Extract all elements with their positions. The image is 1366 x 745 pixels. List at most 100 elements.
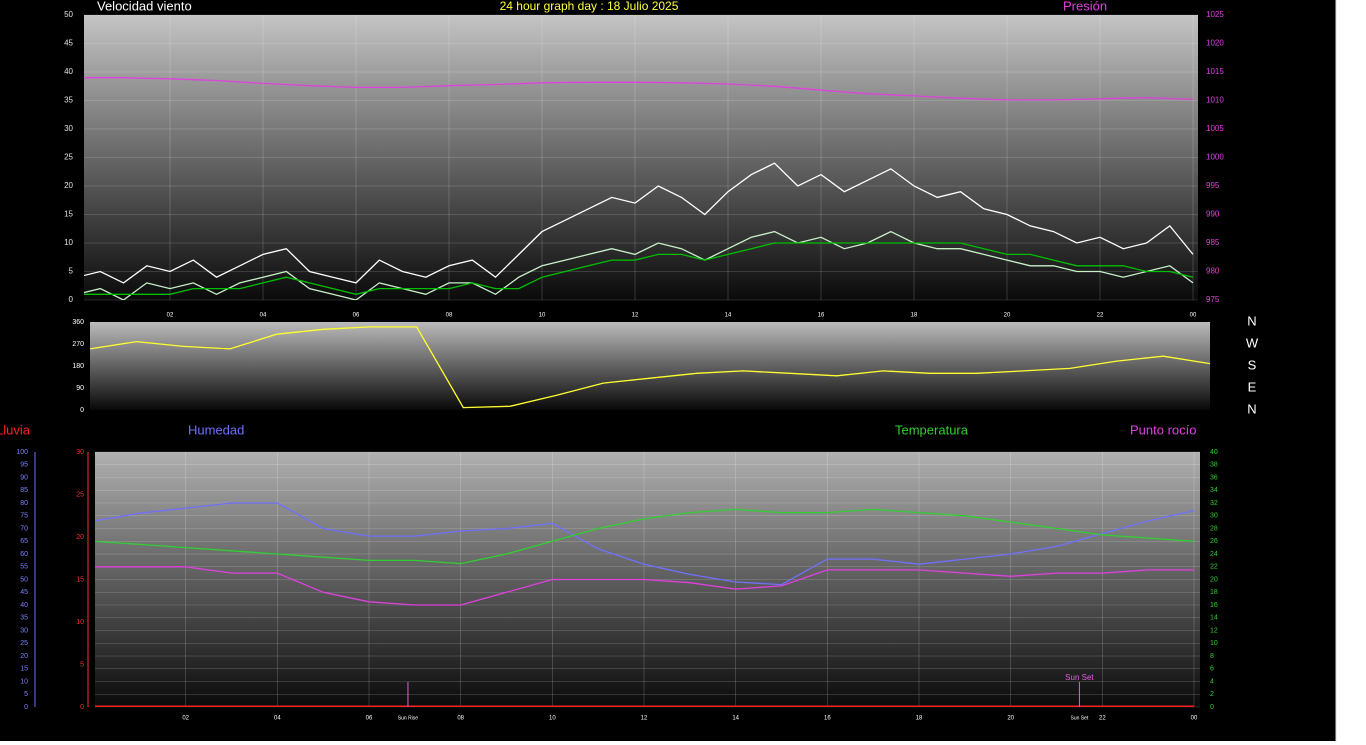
y-tick-label: 85 bbox=[20, 487, 28, 494]
y2-tick-label: 18 bbox=[1210, 589, 1218, 596]
y2-tick-label: 32 bbox=[1210, 500, 1218, 507]
y2-tick-label: 24 bbox=[1210, 551, 1218, 558]
y2-tick-label: N bbox=[1247, 401, 1256, 416]
x-tick-label: 04 bbox=[274, 716, 281, 722]
y-tick-label: 45 bbox=[20, 589, 28, 596]
series-line bbox=[84, 242, 1194, 295]
y3-tick-label: 15 bbox=[76, 576, 84, 583]
x-tick-label: 16 bbox=[824, 716, 831, 722]
y2-tick-label: 2 bbox=[1210, 691, 1214, 698]
y-tick-label: 180 bbox=[72, 363, 84, 370]
y2-tick-label: 980 bbox=[1206, 267, 1220, 276]
y2-tick-label: 10 bbox=[1210, 640, 1218, 647]
y-tick-label: 75 bbox=[20, 513, 28, 520]
y-tick-label: 90 bbox=[20, 474, 28, 481]
y-tick-label: 5 bbox=[69, 267, 74, 276]
series-line bbox=[95, 508, 1195, 565]
y-tick-label: 55 bbox=[20, 564, 28, 571]
y-tick-label: 40 bbox=[64, 67, 73, 76]
y-tick-label: 70 bbox=[20, 525, 28, 532]
series-line bbox=[95, 566, 1194, 606]
y-tick-label: 270 bbox=[72, 341, 84, 348]
y2-tick-label: 1010 bbox=[1206, 96, 1224, 105]
x-tick-label: 14 bbox=[725, 313, 732, 319]
y-tick-label: 0 bbox=[69, 295, 74, 304]
y-tick-label: 25 bbox=[20, 640, 28, 647]
y2-tick-label: 985 bbox=[1206, 238, 1220, 247]
y2-tick-label: 995 bbox=[1206, 181, 1220, 190]
y2-tick-label: 20 bbox=[1210, 576, 1218, 583]
y-tick-label: 35 bbox=[20, 615, 28, 622]
y2-tick-label: S bbox=[1248, 357, 1257, 372]
x-tick-label: 02 bbox=[182, 716, 189, 722]
y-tick-label: 10 bbox=[20, 678, 28, 685]
y2-tick-label: 28 bbox=[1210, 525, 1218, 532]
y2-tick-label: 1025 bbox=[1206, 10, 1224, 19]
series-line bbox=[84, 77, 1194, 101]
y-tick-label: 65 bbox=[20, 538, 28, 545]
y-tick-label: 80 bbox=[20, 500, 28, 507]
x-tick-label: 04 bbox=[260, 313, 267, 319]
y2-tick-label: 1000 bbox=[1206, 153, 1224, 162]
y2-tick-label: 8 bbox=[1210, 653, 1214, 660]
x-tick-label: 06 bbox=[353, 313, 360, 319]
sun-label: Sun Set bbox=[1071, 715, 1089, 721]
x-tick-label: 10 bbox=[549, 716, 556, 722]
y2-tick-label: 1020 bbox=[1206, 39, 1224, 48]
y2-tick-label: 36 bbox=[1210, 474, 1218, 481]
wind-label: Velocidad viento bbox=[97, 0, 192, 13]
x-tick-label: 22 bbox=[1097, 313, 1104, 319]
legend-rain: Lluvia bbox=[0, 422, 31, 437]
x-tick-label: 12 bbox=[632, 313, 639, 319]
sun-label-top: Sun Set bbox=[1065, 673, 1094, 682]
series-line bbox=[84, 162, 1194, 284]
x-tick-label: 20 bbox=[1007, 716, 1014, 722]
y-tick-label: 25 bbox=[64, 153, 73, 162]
y-tick-label: 50 bbox=[64, 10, 73, 19]
x-tick-label: 00 bbox=[1190, 313, 1197, 319]
y-tick-label: 90 bbox=[76, 385, 84, 392]
y2-tick-label: N bbox=[1247, 313, 1256, 328]
x-tick-label: 08 bbox=[457, 716, 464, 722]
x-tick-label: 02 bbox=[167, 313, 174, 319]
x-tick-label: 18 bbox=[911, 313, 918, 319]
sun-label: Sun Rise bbox=[398, 715, 419, 721]
y3-tick-label: 25 bbox=[76, 491, 84, 498]
y2-tick-label: 990 bbox=[1206, 210, 1220, 219]
y2-tick-label: W bbox=[1246, 335, 1259, 350]
y-tick-label: 15 bbox=[20, 666, 28, 673]
y-tick-label: 60 bbox=[20, 551, 28, 558]
y3-tick-label: 20 bbox=[76, 534, 84, 541]
x-tick-label: 10 bbox=[539, 313, 546, 319]
y-tick-label: 0 bbox=[24, 704, 28, 711]
x-tick-label: 16 bbox=[818, 313, 825, 319]
plot-area bbox=[90, 322, 1210, 410]
y2-tick-label: 6 bbox=[1210, 666, 1214, 673]
y2-tick-label: 16 bbox=[1210, 602, 1218, 609]
pressure-label: Presión bbox=[1063, 0, 1107, 13]
series-line bbox=[84, 230, 1194, 300]
y-tick-label: 50 bbox=[20, 576, 28, 583]
y2-tick-label: 38 bbox=[1210, 462, 1218, 469]
x-tick-label: 22 bbox=[1099, 716, 1106, 722]
y-tick-label: 30 bbox=[64, 124, 73, 133]
x-tick-label: 12 bbox=[641, 716, 648, 722]
legend-temperature: Temperatura bbox=[895, 422, 969, 437]
y3-tick-label: 0 bbox=[80, 704, 84, 711]
y2-tick-label: 975 bbox=[1206, 295, 1220, 304]
x-tick-label: 18 bbox=[916, 716, 923, 722]
y2-tick-label: 0 bbox=[1210, 704, 1214, 711]
y2-tick-label: 1015 bbox=[1206, 67, 1224, 76]
y-tick-label: 35 bbox=[64, 96, 73, 105]
y2-tick-label: 40 bbox=[1210, 449, 1218, 456]
y2-tick-label: 34 bbox=[1210, 487, 1218, 494]
y3-tick-label: 5 bbox=[80, 661, 84, 668]
y-tick-label: 15 bbox=[64, 210, 73, 219]
y-tick-label: 10 bbox=[64, 238, 73, 247]
y-tick-label: 20 bbox=[64, 181, 73, 190]
series-line bbox=[90, 326, 1210, 409]
x-tick-label: 20 bbox=[1004, 313, 1011, 319]
y2-tick-label: 14 bbox=[1210, 615, 1218, 622]
